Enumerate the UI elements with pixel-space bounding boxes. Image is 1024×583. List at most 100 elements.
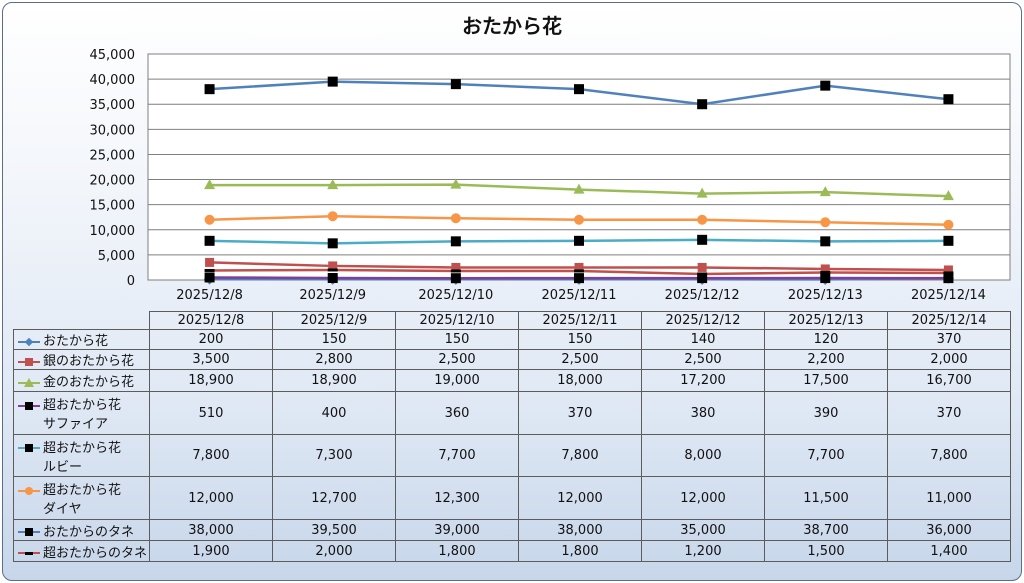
table-row: おたから花 200 150 150 150 140 120 370 bbox=[13, 329, 1011, 350]
legend-key bbox=[18, 548, 40, 558]
legend-key bbox=[18, 337, 40, 347]
series-name: 銀のおたから花 bbox=[43, 354, 135, 369]
data-point bbox=[574, 273, 584, 284]
table-cell: 17,200 bbox=[641, 369, 765, 392]
legend-key-marker bbox=[25, 551, 33, 555]
data-point bbox=[820, 80, 831, 91]
y-tick-label: 45,000 bbox=[90, 48, 136, 63]
data-point bbox=[204, 235, 215, 246]
table-row: 超おたから花 ダイヤ 12,000 12,700 12,300 12,000 12,000 1… bbox=[13, 476, 1011, 520]
table-cell: 12,000 bbox=[149, 476, 273, 520]
series-name: 超おたから花 bbox=[43, 398, 122, 413]
table-column-header: 2025/12/11 bbox=[518, 311, 642, 330]
y-tick-label: 20,000 bbox=[90, 174, 136, 189]
x-tick-label: 2025/12/13 bbox=[788, 288, 863, 303]
data-point bbox=[450, 213, 461, 224]
table-row: 金のおたから花 18,900 18,900 19,000 18,000 17,200 17,… bbox=[13, 369, 1011, 392]
table-cell: 1,400 bbox=[887, 540, 1011, 562]
table-cell: 120 bbox=[764, 329, 888, 350]
x-tick-label: 2025/12/11 bbox=[542, 288, 617, 303]
table-cell: 1,900 bbox=[149, 540, 273, 562]
legend-key bbox=[18, 443, 40, 453]
table-row: おたからのタネ 38,000 39,500 39,000 38,000 35,000 38,… bbox=[13, 519, 1011, 541]
data-point bbox=[696, 187, 708, 198]
data-table: 2025/12/8 2025/12/9 2025/12/10 2025/12/11 20… bbox=[13, 311, 1011, 562]
series-name: おたから花 bbox=[43, 334, 109, 349]
data-point bbox=[450, 236, 461, 247]
data-point bbox=[328, 261, 338, 271]
table-cell: 7,800 bbox=[518, 434, 642, 477]
series-name: 超おたから花 bbox=[43, 483, 122, 498]
table-cell: 2,500 bbox=[395, 349, 519, 370]
data-point bbox=[820, 264, 830, 274]
series-name: 超おたからのタネ bbox=[43, 545, 148, 561]
table-cell: 200 bbox=[149, 329, 273, 350]
x-tick-label: 2025/12/10 bbox=[418, 288, 493, 303]
table-row: 超おたから花 ルビー 7,800 7,300 7,700 7,800 8,000 7,700 7… bbox=[13, 434, 1011, 477]
data-point bbox=[204, 84, 215, 95]
table-column-header: 2025/12/9 bbox=[272, 311, 396, 330]
y-tick-label: 5,000 bbox=[98, 249, 135, 264]
table-cell: 370 bbox=[887, 391, 1011, 435]
legend-key-marker bbox=[25, 401, 33, 410]
table-cell: 1,200 bbox=[641, 540, 765, 562]
table-cell: 150 bbox=[518, 329, 642, 350]
legend-key-marker bbox=[25, 357, 33, 366]
table-cell: 38,700 bbox=[764, 519, 888, 541]
y-tick-label: 35,000 bbox=[90, 98, 136, 113]
table-cell: 18,000 bbox=[518, 369, 642, 392]
legend-key bbox=[18, 377, 40, 388]
series-label: 超おたから花 ダイヤ bbox=[13, 476, 150, 520]
table-column-header: 2025/12/13 bbox=[764, 311, 888, 330]
x-tick-label: 2025/12/12 bbox=[665, 288, 740, 303]
data-point bbox=[204, 214, 215, 225]
table-cell: 7,300 bbox=[272, 434, 396, 477]
table-cell: 510 bbox=[149, 391, 273, 435]
table-cell: 12,700 bbox=[272, 476, 396, 520]
legend-key-marker bbox=[24, 337, 34, 346]
series-label: 超おたから花 サファイア bbox=[13, 391, 150, 435]
data-point bbox=[327, 211, 338, 222]
table-cell: 2,200 bbox=[764, 349, 888, 370]
data-point bbox=[943, 219, 954, 230]
legend-key bbox=[18, 486, 40, 496]
table-cell: 8,000 bbox=[641, 434, 765, 477]
data-point bbox=[943, 235, 954, 246]
series-label: 超おたからのタネ bbox=[13, 540, 150, 562]
table-cell: 2,000 bbox=[887, 349, 1011, 370]
table-cell: 2,800 bbox=[272, 349, 396, 370]
table-cell: 3,500 bbox=[149, 349, 273, 370]
data-point bbox=[204, 179, 216, 190]
series-name-line2: ダイヤ bbox=[43, 502, 82, 517]
y-tick-label: 30,000 bbox=[90, 123, 136, 138]
table-cell: 1,800 bbox=[395, 540, 519, 562]
legend-key-marker bbox=[25, 528, 33, 536]
legend-key-marker bbox=[25, 486, 33, 495]
data-point bbox=[204, 272, 215, 283]
data-point bbox=[697, 234, 708, 245]
data-point bbox=[697, 262, 707, 272]
series-label: 超おたから花 ルビー bbox=[13, 434, 150, 477]
data-point bbox=[819, 186, 831, 197]
data-point bbox=[697, 214, 708, 225]
data-point bbox=[697, 272, 708, 276]
table-cell: 19,000 bbox=[395, 369, 519, 392]
table-header-row: 2025/12/8 2025/12/9 2025/12/10 2025/12/11 20… bbox=[13, 311, 1011, 330]
table-cell: 17,500 bbox=[764, 369, 888, 392]
legend-key-marker bbox=[24, 377, 34, 387]
table-cell: 2,000 bbox=[272, 540, 396, 562]
y-tick-label: 15,000 bbox=[90, 199, 136, 214]
table-cell: 150 bbox=[272, 329, 396, 350]
data-point bbox=[942, 190, 954, 201]
table-column-header: 2025/12/10 bbox=[395, 311, 519, 330]
data-point bbox=[450, 269, 461, 273]
series-label: おたから花 bbox=[13, 329, 150, 350]
table-column-header: 2025/12/8 bbox=[149, 311, 273, 330]
table-cell: 16,700 bbox=[887, 369, 1011, 392]
table-cell: 140 bbox=[641, 329, 765, 350]
data-point bbox=[943, 94, 954, 105]
legend-key bbox=[18, 357, 40, 367]
series-name-line2: ルビー bbox=[43, 459, 83, 475]
table-cell: 370 bbox=[518, 391, 642, 435]
